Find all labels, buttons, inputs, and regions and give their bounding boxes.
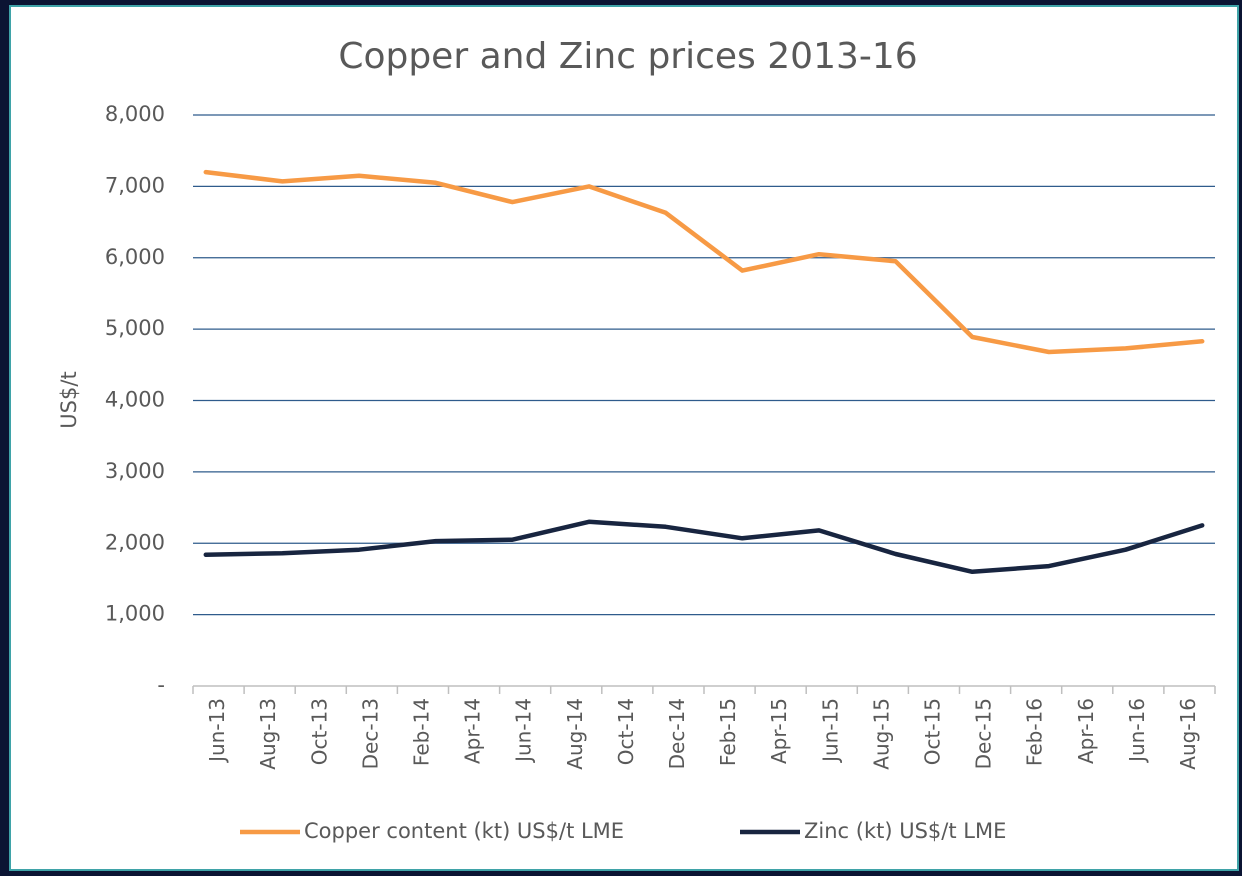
x-tick-label: Dec-13: [358, 698, 382, 769]
x-tick-label: Jun-13: [205, 698, 229, 764]
y-tick-label: -: [157, 673, 165, 697]
series-line: [203, 519, 1205, 575]
x-tick-label: Jun-16: [1125, 698, 1149, 764]
x-tick-label: Aug-14: [563, 698, 587, 770]
x-tick-label: Dec-15: [972, 698, 996, 769]
x-tick-label: Feb-15: [716, 698, 740, 766]
x-tick-label: Oct-13: [307, 698, 331, 765]
y-tick-label: 7,000: [105, 173, 165, 197]
legend-label: Copper content (kt) US$/t LME: [304, 819, 624, 843]
x-tick-label: Jun-15: [818, 698, 842, 764]
x-tick-label: Apr-15: [767, 698, 791, 764]
y-tick-label: 8,000: [105, 102, 165, 126]
x-tick-label: Aug-16: [1176, 698, 1200, 770]
chart-background: [9, 5, 1239, 871]
y-tick-label: 4,000: [105, 388, 165, 412]
x-tick-label: Apr-14: [461, 698, 485, 764]
y-tick-label: 6,000: [105, 245, 165, 269]
series-line: [203, 169, 1205, 355]
x-tick-label: Jun-14: [512, 698, 536, 764]
y-tick-label: 1,000: [105, 602, 165, 626]
x-tick-label: Feb-14: [409, 698, 433, 766]
x-tick-label: Oct-14: [614, 698, 638, 765]
y-axis-label: US$/t: [57, 371, 81, 428]
legend-label: Zinc (kt) US$/t LME: [804, 819, 1006, 843]
chart-title: Copper and Zinc prices 2013-16: [338, 36, 917, 77]
x-tick-label: Dec-14: [665, 698, 689, 769]
x-tick-label: Apr-16: [1074, 698, 1098, 764]
x-tick-label: Oct-15: [920, 698, 944, 765]
x-tick-label: Feb-16: [1023, 698, 1047, 766]
x-tick-label: Aug-15: [869, 698, 893, 770]
y-tick-label: 5,000: [105, 316, 165, 340]
x-tick-label: Aug-13: [256, 698, 280, 770]
y-tick-label: 3,000: [105, 459, 165, 483]
y-tick-label: 2,000: [105, 530, 165, 554]
